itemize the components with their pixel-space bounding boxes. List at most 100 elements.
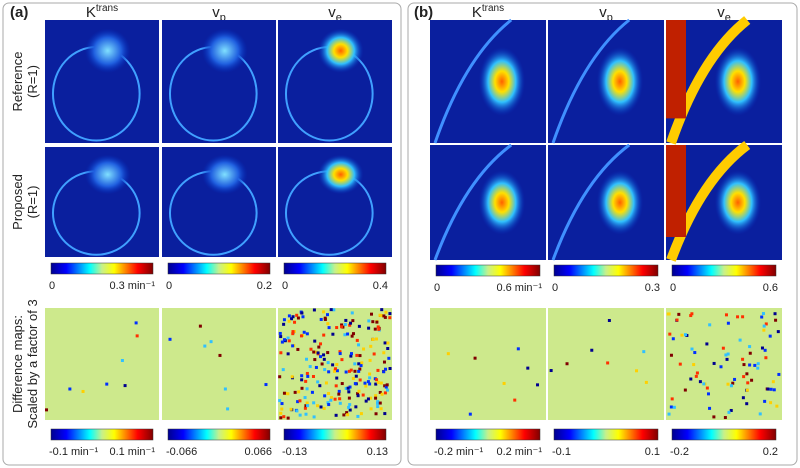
- difference-speck: [355, 353, 359, 357]
- difference-speck: [218, 353, 222, 357]
- difference-speck: [772, 388, 776, 392]
- difference-speck: [368, 358, 372, 362]
- difference-speck: [326, 313, 330, 317]
- difference-speck: [323, 394, 327, 398]
- difference-speck: [745, 388, 749, 392]
- difference-speck: [671, 337, 675, 341]
- difference-speck: [306, 404, 310, 408]
- difference-speck: [347, 369, 351, 373]
- difference-map: [430, 308, 546, 420]
- difference-speck: [333, 367, 337, 371]
- difference-speck: [741, 357, 745, 361]
- difference-speck: [286, 336, 290, 340]
- difference-speck: [303, 406, 307, 410]
- map-structure: [596, 47, 644, 116]
- colorbar-min-label: -0.2: [670, 446, 689, 458]
- difference-speck: [386, 346, 390, 350]
- difference-speck: [309, 347, 313, 351]
- difference-speck: [763, 399, 767, 403]
- difference-speck: [698, 380, 702, 384]
- difference-speck: [346, 413, 350, 417]
- colorbar-max-label: 0.066: [244, 446, 272, 458]
- difference-speck: [280, 407, 284, 411]
- colorbar: [50, 428, 154, 441]
- column-header: Ktrans: [472, 3, 504, 21]
- difference-map: [548, 308, 664, 420]
- difference-speck: [748, 363, 752, 367]
- difference-speck: [695, 371, 699, 375]
- difference-speck: [301, 315, 305, 319]
- column-header: ve: [328, 4, 342, 24]
- difference-speck: [764, 356, 768, 360]
- difference-speck: [316, 404, 320, 408]
- difference-speck: [748, 351, 752, 355]
- difference-speck: [380, 392, 384, 396]
- difference-speck: [310, 390, 314, 394]
- difference-speck: [719, 365, 723, 369]
- difference-speck: [198, 324, 202, 328]
- difference-speck: [135, 334, 139, 338]
- difference-speck: [287, 319, 291, 323]
- difference-speck: [368, 396, 372, 400]
- difference-speck: [120, 359, 124, 363]
- map-structure: [666, 145, 686, 237]
- difference-speck: [286, 352, 290, 356]
- difference-speck: [296, 316, 300, 320]
- difference-speck: [356, 392, 360, 396]
- difference-speck: [297, 390, 301, 394]
- difference-speck: [386, 388, 390, 392]
- column-header: vp: [599, 4, 613, 24]
- difference-speck: [293, 320, 297, 324]
- difference-speck: [388, 312, 392, 316]
- difference-speck: [382, 370, 386, 374]
- difference-speck: [324, 381, 328, 385]
- difference-speck: [123, 384, 127, 388]
- colorbar: [553, 264, 659, 277]
- difference-speck: [766, 387, 770, 391]
- difference-speck: [373, 327, 377, 331]
- column-header: Ktrans: [86, 3, 118, 21]
- difference-speck: [690, 347, 694, 351]
- difference-speck: [777, 372, 781, 376]
- difference-speck: [359, 364, 363, 368]
- difference-speck: [295, 313, 299, 317]
- difference-speck: [329, 308, 333, 312]
- difference-speck: [372, 352, 376, 356]
- difference-speck: [329, 396, 333, 400]
- header-base: v: [212, 4, 220, 21]
- header-sub: p: [607, 12, 613, 24]
- colorbar: [167, 428, 271, 441]
- difference-speck: [338, 350, 342, 354]
- map-structure: [317, 154, 364, 195]
- difference-speck: [282, 391, 286, 395]
- difference-speck: [319, 405, 323, 409]
- difference-speck: [278, 399, 282, 403]
- colorbar: [167, 262, 271, 275]
- difference-speck: [379, 314, 383, 318]
- difference-speck: [376, 380, 380, 384]
- panel-frame: [2, 2, 402, 466]
- difference-speck: [384, 367, 388, 371]
- difference-speck: [305, 332, 309, 336]
- row-sublabel: (R=1): [25, 65, 40, 98]
- difference-speck: [343, 323, 347, 327]
- difference-speck: [344, 386, 348, 390]
- difference-speck: [680, 333, 684, 337]
- difference-speck: [322, 333, 326, 337]
- difference-speck: [357, 369, 361, 373]
- difference-speck: [385, 383, 389, 387]
- difference-speck: [383, 391, 387, 395]
- difference-speck: [736, 315, 740, 319]
- map-structure: [84, 28, 131, 73]
- difference-speck: [758, 412, 762, 416]
- difference-speck: [384, 310, 388, 314]
- difference-speck: [354, 374, 358, 378]
- difference-speck: [290, 375, 294, 379]
- difference-speck: [367, 326, 371, 330]
- difference-speck: [367, 319, 371, 323]
- difference-speck: [590, 348, 594, 352]
- difference-speck: [355, 338, 359, 342]
- difference-speck: [366, 380, 370, 384]
- difference-speck: [347, 390, 351, 394]
